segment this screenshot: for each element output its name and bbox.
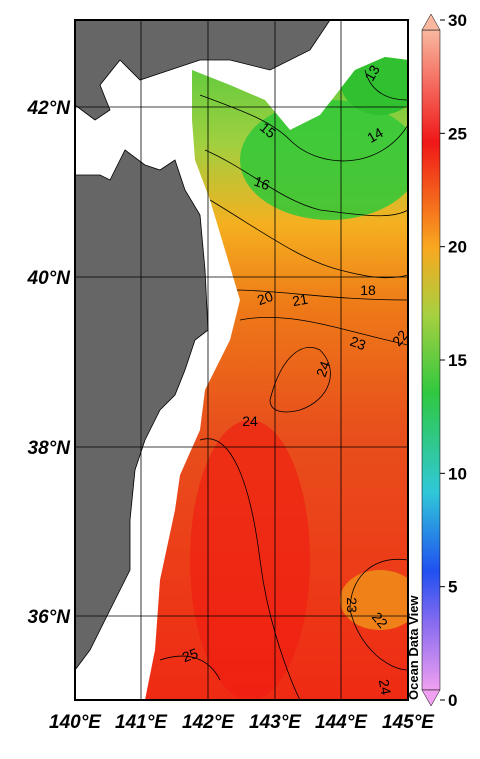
lon-label: 145°E bbox=[382, 712, 435, 733]
contour-label: 24 bbox=[376, 678, 394, 696]
contour-label: 16 bbox=[252, 173, 272, 193]
colorbar-max-arrow bbox=[421, 13, 441, 31]
colorbar-tick-label: 15 bbox=[448, 351, 467, 370]
colorbar-tick-label: 10 bbox=[448, 464, 467, 483]
contour-label: 24 bbox=[242, 413, 258, 429]
contour-label: 24 bbox=[313, 359, 333, 379]
contour-label: 21 bbox=[291, 291, 309, 309]
lat-label: 38°N bbox=[28, 438, 72, 459]
colorbar-tick-label: 0 bbox=[448, 691, 457, 710]
colorbar-min-arrow bbox=[421, 689, 441, 707]
colorbar-tick-label: 30 bbox=[448, 11, 467, 30]
contour-label: 23 bbox=[348, 333, 368, 353]
colorbar bbox=[421, 29, 441, 691]
lon-label: 143°E bbox=[249, 712, 302, 733]
contour-label: 20 bbox=[255, 288, 275, 308]
contour-label: 18 bbox=[360, 282, 376, 298]
contour-label: 23 bbox=[344, 597, 360, 613]
land-hokkaido bbox=[74, 19, 331, 121]
lat-label: 36°N bbox=[28, 607, 72, 628]
lon-label: 144°E bbox=[315, 712, 368, 733]
map-frame bbox=[74, 19, 409, 701]
colorbar-tick-label: 25 bbox=[448, 124, 467, 143]
lon-label: 140°E bbox=[49, 712, 102, 733]
credit: Ocean Data View bbox=[406, 595, 421, 700]
contour-label: 13 bbox=[361, 62, 383, 84]
colorbar-tick-label: 5 bbox=[448, 578, 457, 597]
lat-label: 42°N bbox=[27, 98, 72, 119]
contour-label: 14 bbox=[364, 124, 386, 146]
lat-label: 40°N bbox=[27, 268, 72, 289]
land-honshu bbox=[74, 149, 209, 672]
contour-label: 25 bbox=[180, 645, 200, 665]
lon-label: 142°E bbox=[182, 712, 235, 733]
lon-label: 141°E bbox=[115, 712, 168, 733]
colorbar-tick-label: 20 bbox=[448, 238, 467, 257]
graticule bbox=[75, 20, 408, 700]
